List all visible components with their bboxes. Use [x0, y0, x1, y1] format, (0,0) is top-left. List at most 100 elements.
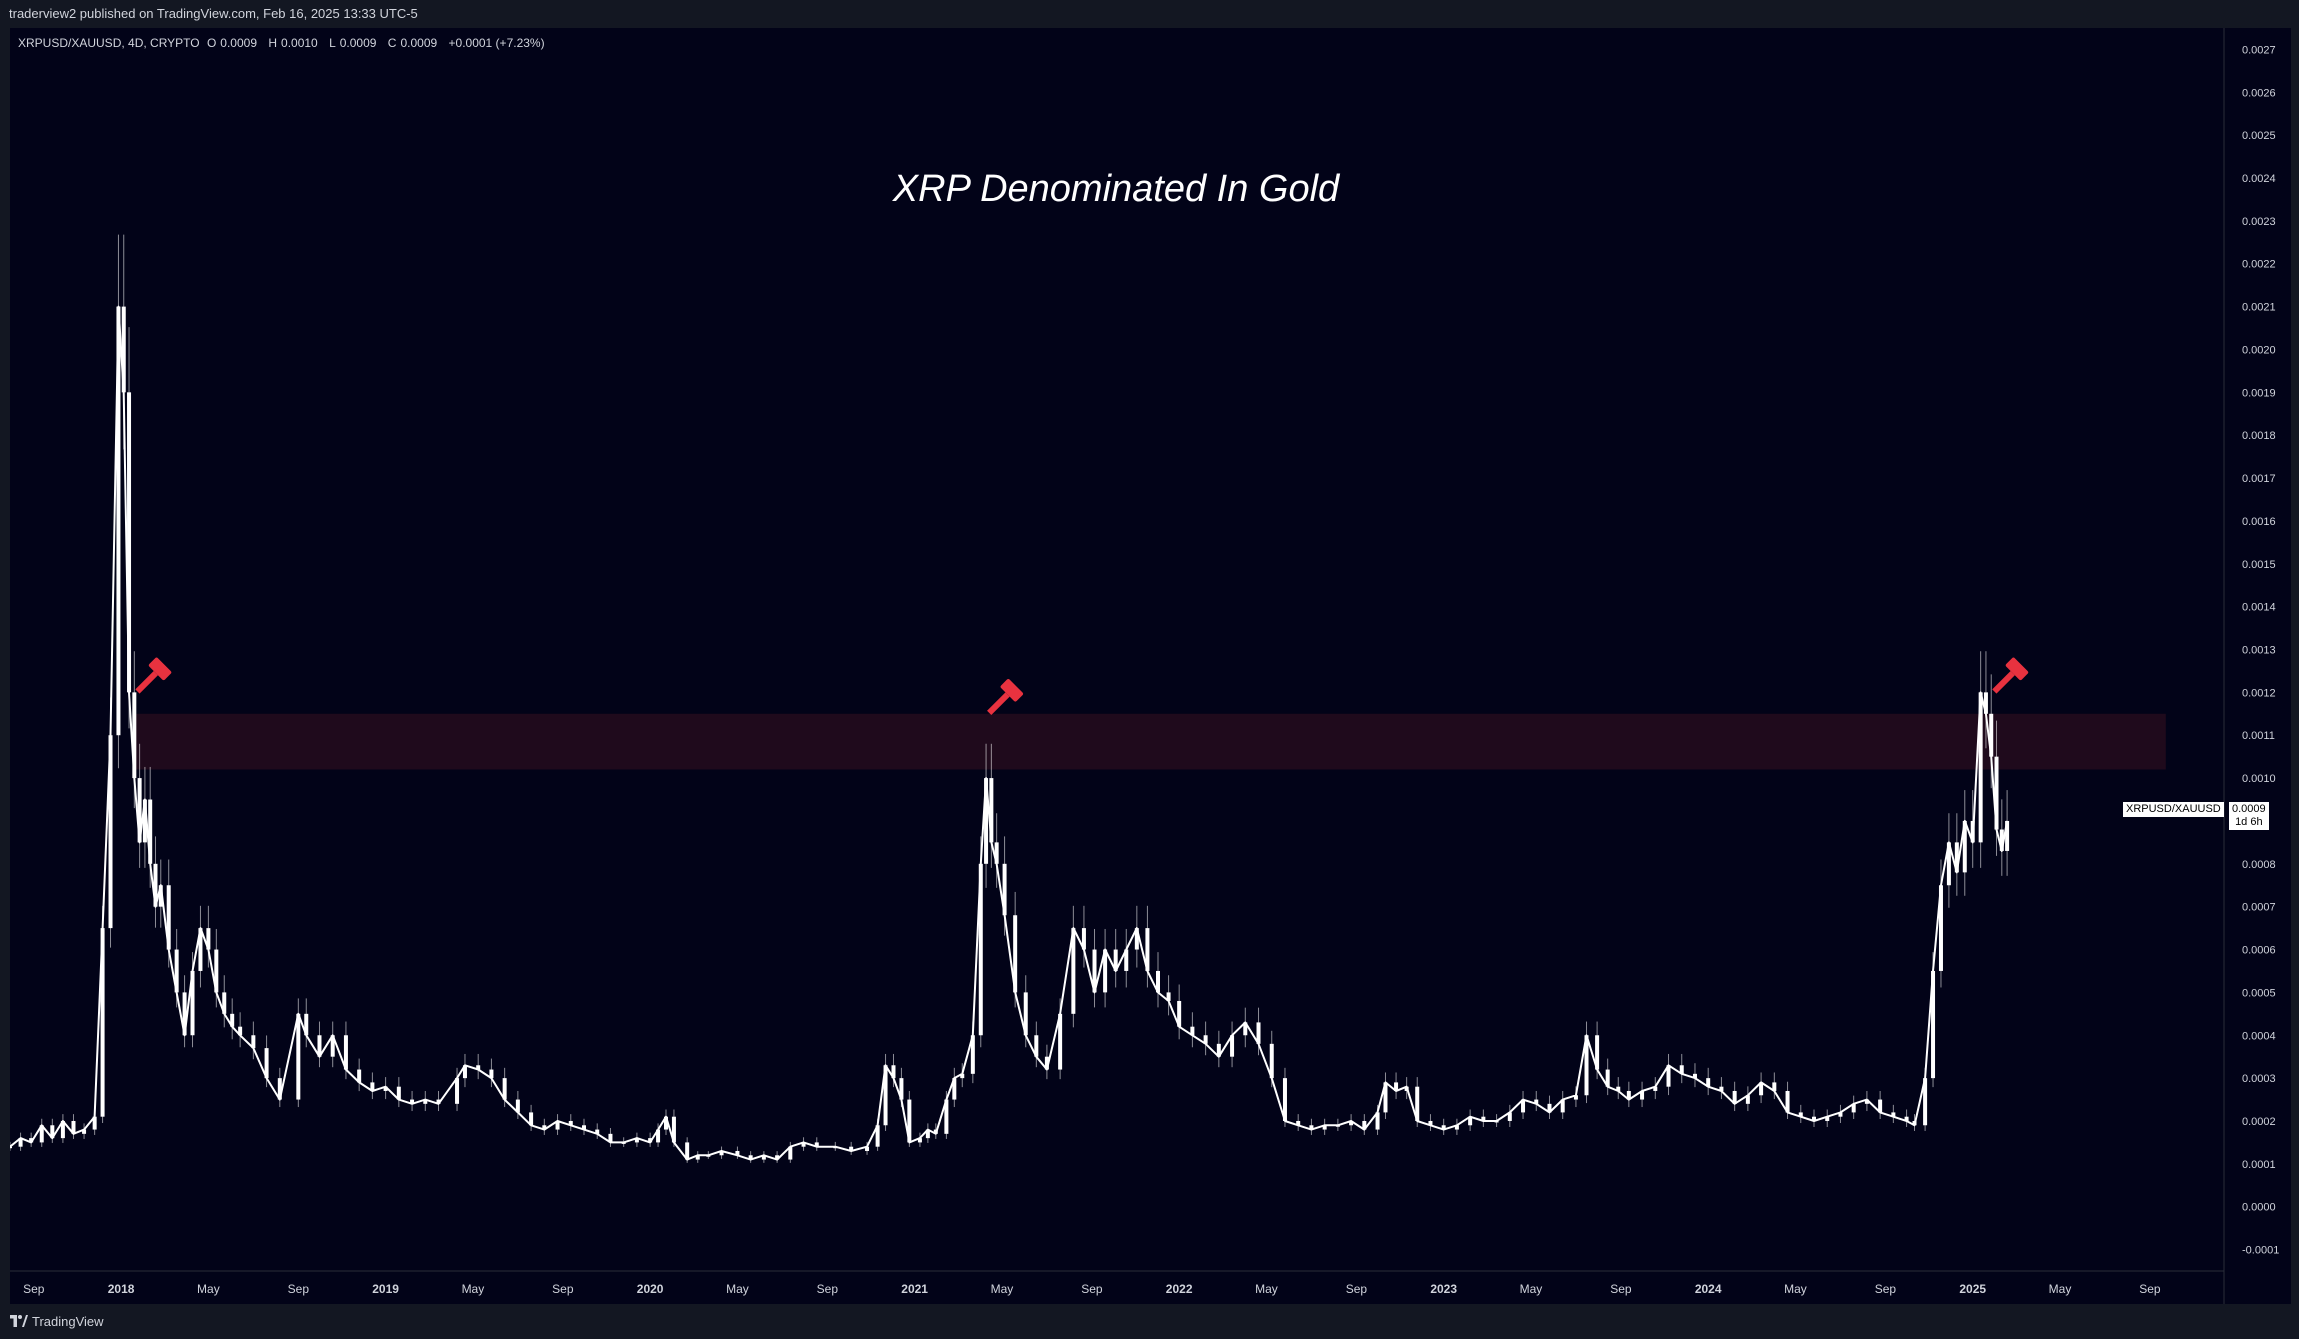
- candle-body: [1891, 1112, 1896, 1117]
- candle-body: [29, 1138, 34, 1143]
- legend-high-value: 0.0010: [281, 36, 318, 50]
- candle-body: [761, 1155, 766, 1160]
- candle-body: [1145, 928, 1150, 971]
- candle-body: [1719, 1086, 1724, 1091]
- candle-body: [127, 392, 132, 693]
- candle-body: [1573, 1095, 1578, 1100]
- resistance-zone[interactable]: [134, 713, 2166, 770]
- candle-body: [899, 1078, 904, 1100]
- candle-body: [108, 735, 113, 929]
- time-tick-label: 2024: [1695, 1282, 1722, 1296]
- candle-body: [2005, 820, 2010, 851]
- price-tick-label: 0.0000: [2242, 1202, 2276, 1214]
- candle-body: [1103, 949, 1108, 993]
- candle-body: [1534, 1099, 1539, 1104]
- candle-body: [1023, 992, 1028, 1036]
- candle-body: [891, 1065, 896, 1079]
- tradingview-logo-icon[interactable]: [10, 1315, 28, 1327]
- candle-body: [814, 1142, 819, 1147]
- candle-body: [695, 1155, 700, 1160]
- time-tick-label: Sep: [552, 1282, 574, 1296]
- candle-body: [370, 1082, 375, 1091]
- gavel-handle: [135, 670, 158, 694]
- price-tick-label: 0.0004: [2242, 1030, 2276, 1042]
- last-price-value: 0.0009: [2232, 803, 2266, 815]
- time-tick-label: Sep: [288, 1282, 310, 1296]
- candle-body: [515, 1099, 520, 1113]
- time-tick-label: 2025: [1959, 1282, 1986, 1296]
- price-tick-label: 0.0003: [2242, 1073, 2276, 1085]
- candle-body: [238, 1026, 243, 1036]
- gavel-icon: [135, 657, 172, 694]
- candle-body: [1081, 928, 1086, 950]
- chart-pane[interactable]: 0.0027 0.0026 0.0025 0.0024 0.0023 0.0022 0.00…: [10, 28, 2291, 1304]
- candle-body: [1335, 1125, 1340, 1127]
- candle-body: [142, 799, 147, 843]
- gavel-head: [2005, 657, 2029, 681]
- legend-close-value: 0.0009: [400, 36, 438, 50]
- time-tick-label: Sep: [23, 1282, 45, 1296]
- time-axis[interactable]: Sep 2018 May Sep 2019 May Sep 2020 May Sep 2021 May…: [23, 1282, 2161, 1296]
- candle-body: [100, 928, 105, 1117]
- candle-body: [994, 842, 999, 864]
- symbol-legend: XRPUSD/XAUUSD, 4D, CRYPTO O 0.0009 H 0.001…: [18, 36, 549, 50]
- candle-body: [735, 1150, 740, 1156]
- candle-body: [60, 1120, 65, 1139]
- candle-body: [462, 1065, 467, 1079]
- candle-body: [18, 1138, 23, 1147]
- candle-body: [1441, 1125, 1446, 1130]
- candle-body: [50, 1125, 55, 1139]
- published-text: traderview2 published on TradingView.com…: [9, 6, 418, 21]
- price-axis[interactable]: 0.0027 0.0026 0.0025 0.0024 0.0023 0.0022 0.00…: [2242, 44, 2279, 1256]
- candle-body: [706, 1155, 711, 1157]
- candle-body: [174, 949, 179, 993]
- candle-body: [960, 1073, 965, 1079]
- candle-body: [1692, 1073, 1697, 1079]
- candle-body: [1912, 1120, 1917, 1126]
- candle-body: [1507, 1112, 1512, 1121]
- time-tick-label: Sep: [817, 1282, 839, 1296]
- gavel-head: [1000, 679, 1024, 702]
- price-tick-label: -0.0001: [2242, 1245, 2279, 1257]
- gavel-head: [148, 657, 172, 681]
- candle-body: [1938, 885, 1943, 971]
- candle-body: [849, 1146, 854, 1151]
- candle-body: [190, 970, 195, 1036]
- candle-body: [933, 1129, 938, 1134]
- price-tick-label: 0.0025: [2242, 130, 2276, 142]
- candle-body: [1785, 1090, 1790, 1113]
- candle-body: [10, 1146, 12, 1149]
- candle-body: [1560, 1099, 1565, 1113]
- candle-body: [1946, 842, 1951, 886]
- candle-body: [1013, 915, 1018, 993]
- chart-canvas[interactable]: 0.0027 0.0026 0.0025 0.0024 0.0023 0.0022 0.00…: [10, 28, 2291, 1304]
- tradingview-brand[interactable]: TradingView: [32, 1314, 104, 1329]
- time-tick-label: 2023: [1430, 1282, 1457, 1296]
- candle-body: [317, 1035, 322, 1057]
- price-tick-label: 0.0002: [2242, 1116, 2276, 1128]
- candle-body: [1203, 1035, 1208, 1044]
- price-series-line[interactable]: [10, 305, 2009, 1161]
- candle-body: [529, 1112, 534, 1126]
- candle-body: [1851, 1103, 1856, 1113]
- price-tick-label: 0.0026: [2242, 87, 2276, 99]
- gavel-handle: [1992, 670, 2015, 694]
- candle-body: [1481, 1116, 1486, 1121]
- candle-body: [542, 1125, 547, 1130]
- candle-body: [634, 1138, 639, 1143]
- candle-body: [788, 1146, 793, 1160]
- candle-body: [1322, 1125, 1327, 1130]
- candle-body: [1002, 863, 1007, 916]
- candle-body: [719, 1150, 724, 1156]
- candle-body: [1666, 1065, 1671, 1087]
- candle-body: [656, 1129, 661, 1143]
- time-tick-label: May: [197, 1282, 220, 1296]
- candle-body: [455, 1078, 460, 1104]
- price-tick-label: 0.0012: [2242, 687, 2276, 699]
- candle-body: [1626, 1090, 1631, 1100]
- candle-body: [1071, 928, 1076, 1014]
- candle-body: [925, 1129, 930, 1139]
- price-tick-label: 0.0006: [2242, 945, 2276, 957]
- candle-body: [1124, 949, 1129, 971]
- candle-body: [568, 1120, 573, 1126]
